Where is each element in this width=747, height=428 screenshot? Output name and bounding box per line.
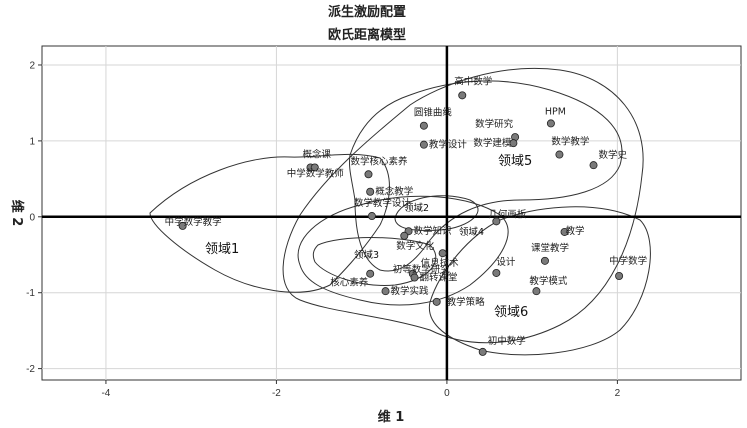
point-label: 圆锥曲线 [414, 107, 453, 119]
point-label: HPM [545, 106, 566, 117]
x-axis-label: 维 1 [378, 409, 405, 425]
point-label: 初中数学 [488, 335, 526, 347]
chart-subtitle: 欧氏距离模型 [328, 27, 406, 43]
point-label: 核心素养 [330, 277, 369, 289]
data-point [478, 347, 487, 356]
y-axis-label: 维 2 [9, 200, 25, 227]
region-label-5: 领域5 [498, 154, 532, 169]
point-label: 课堂教学 [531, 242, 569, 254]
data-points: 中学数学教学概念课中学数学教师数学核心素养概念教学数学教学设计数学知识数学文化信… [165, 75, 647, 356]
point-label: 信息技术 [421, 257, 460, 269]
outer-boundary [282, 67, 644, 344]
region4-boundary [297, 195, 509, 306]
plot-area [41, 45, 742, 381]
region-label-6: 领域6 [494, 305, 528, 320]
y-tick-label: 0 [29, 212, 35, 223]
x-tick-label: -2 [272, 388, 281, 399]
data-point [555, 150, 564, 159]
point-label: 教学实践 [391, 285, 430, 297]
data-point [381, 287, 390, 296]
x-tick-label: 0 [444, 388, 450, 399]
region1-boundary [149, 153, 390, 293]
point-label: 数学建模 [473, 137, 512, 149]
point-label: 教学策略 [447, 296, 486, 308]
data-point [492, 217, 501, 226]
chart-title: 派生激励配置 [328, 4, 406, 20]
data-point [366, 269, 375, 278]
region3-boundary [312, 237, 437, 286]
data-point [438, 249, 447, 258]
data-point [509, 139, 518, 148]
point-label: 教学 [566, 225, 585, 237]
point-label: 数学教学设计 [354, 197, 412, 209]
point-label: 数学教学 [551, 136, 589, 148]
data-point [366, 187, 375, 196]
data-point [364, 170, 373, 179]
data-point [419, 121, 428, 130]
data-point [560, 227, 569, 236]
y-tick-label: -2 [26, 364, 35, 375]
tick-labels: -4 -2 0 2 -2 -1 0 1 2 [26, 60, 621, 399]
data-point [400, 231, 409, 240]
point-label: 数学知识 [414, 225, 452, 237]
data-point [615, 272, 624, 281]
data-point [432, 297, 441, 306]
region-label-4: 领域4 [459, 226, 484, 238]
point-label: 中学数学教学 [165, 216, 222, 228]
y-tick-label: 1 [29, 136, 35, 147]
region-label-2: 领域2 [404, 202, 429, 214]
x-tick-label: -4 [101, 388, 110, 399]
point-label: 中学数学教师 [287, 167, 344, 179]
point-label: 设计 [496, 256, 516, 268]
data-point [367, 212, 376, 221]
point-label: 教学模式 [529, 275, 568, 287]
point-label: 教学设计 [429, 139, 468, 151]
region-label-3: 领域3 [354, 249, 379, 261]
data-point [540, 256, 549, 265]
point-label: 高中数学 [454, 75, 492, 87]
y-tick-label: -1 [26, 288, 35, 299]
data-point [532, 287, 541, 296]
data-point [419, 140, 428, 149]
point-label: 中学数学 [609, 255, 647, 267]
data-point [492, 268, 501, 277]
x-tick-label: 2 [615, 388, 621, 399]
point-label: 翻转课堂 [420, 272, 458, 284]
point-label: 数学史 [599, 149, 628, 161]
data-point [310, 163, 319, 172]
point-label: 数学核心素养 [350, 155, 408, 167]
data-point [410, 273, 419, 282]
point-label: 数学文化 [396, 240, 435, 252]
point-label: 概念教学 [375, 186, 413, 198]
point-label: 概念课 [303, 148, 332, 160]
region-label-1: 领域1 [205, 242, 239, 257]
point-label: 初等数学研究 [393, 264, 451, 276]
data-point [589, 161, 598, 170]
axes [42, 46, 741, 380]
data-point [546, 119, 555, 128]
data-point [458, 91, 467, 100]
data-point [178, 221, 187, 230]
point-label: 几何画板 [488, 208, 527, 220]
point-label: 数学研究 [475, 118, 514, 130]
y-tick-label: 2 [29, 60, 35, 71]
